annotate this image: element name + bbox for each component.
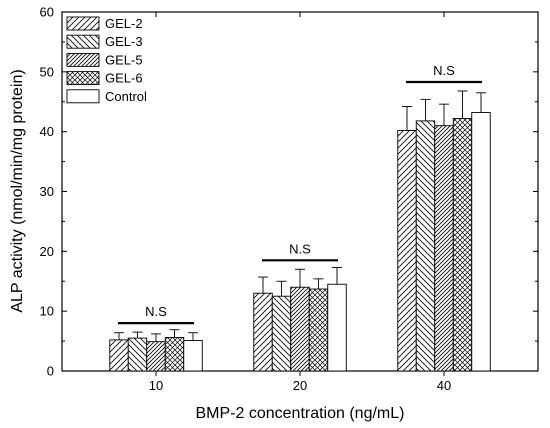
legend-swatch-gel-2 (66, 16, 100, 31)
bar-control-20 (327, 283, 347, 372)
y-tick-label-40: 40 (40, 124, 54, 139)
bar-gel-6-10 (164, 337, 185, 372)
legend-swatch-gel-3 (66, 34, 100, 49)
bar-control-10 (183, 340, 203, 372)
y-axis: 0 10 20 30 40 50 60 (40, 5, 538, 379)
y-tick-label-30: 30 (40, 184, 54, 199)
annotations-layer: N.S N.S N.S (118, 63, 482, 325)
bar-gel-6-20 (308, 288, 329, 372)
ns-label-10: N.S (145, 304, 167, 319)
x-tick-label-20: 20 (293, 378, 307, 393)
legend-swatch-gel-5 (66, 52, 100, 67)
ns-label-40: N.S (433, 63, 455, 78)
legend-swatch-control (66, 89, 100, 104)
ns-label-20: N.S (289, 241, 311, 256)
legend-label-gel-3: GEL-3 (105, 34, 143, 49)
y-tick-label-10: 10 (40, 304, 54, 319)
y-tick-label-0: 0 (47, 364, 54, 379)
bar-control-40 (471, 112, 491, 372)
bar-gel-2-20 (253, 292, 273, 372)
legend: GEL-2 GEL-3 GEL-5 GEL-6 Control (66, 16, 147, 104)
legend-swatch-gel-6 (66, 71, 100, 86)
bar-gel-3-40 (415, 120, 436, 372)
y-tick-label-20: 20 (40, 244, 54, 259)
x-tick-label-40: 40 (437, 378, 451, 393)
y-tick-label-60: 60 (40, 5, 54, 20)
x-tick-label-10: 10 (149, 378, 163, 393)
bar-gel-6-40 (452, 118, 473, 372)
x-axis-title: BMP-2 concentration (ng/mL) (196, 405, 405, 422)
legend-label-gel-6: GEL-6 (105, 71, 143, 86)
bar-gel-2-40 (397, 130, 417, 372)
x-axis: 10 20 40 (149, 12, 451, 393)
legend-label-gel-2: GEL-2 (105, 16, 143, 31)
bar-gel-5-20 (290, 286, 310, 372)
bar-gel-5-40 (434, 125, 454, 372)
bars-layer (109, 90, 491, 372)
bar-gel-2-10 (109, 339, 129, 372)
y-tick-label-50: 50 (40, 64, 54, 79)
legend-label-gel-5: GEL-5 (105, 52, 143, 67)
bar-gel-3-20 (271, 295, 292, 372)
bar-gel-3-10 (127, 337, 148, 372)
y-axis-title: ALP activity (nmol/min/mg protein) (9, 69, 26, 312)
bar-gel-5-10 (146, 341, 166, 372)
legend-label-control: Control (105, 89, 147, 104)
